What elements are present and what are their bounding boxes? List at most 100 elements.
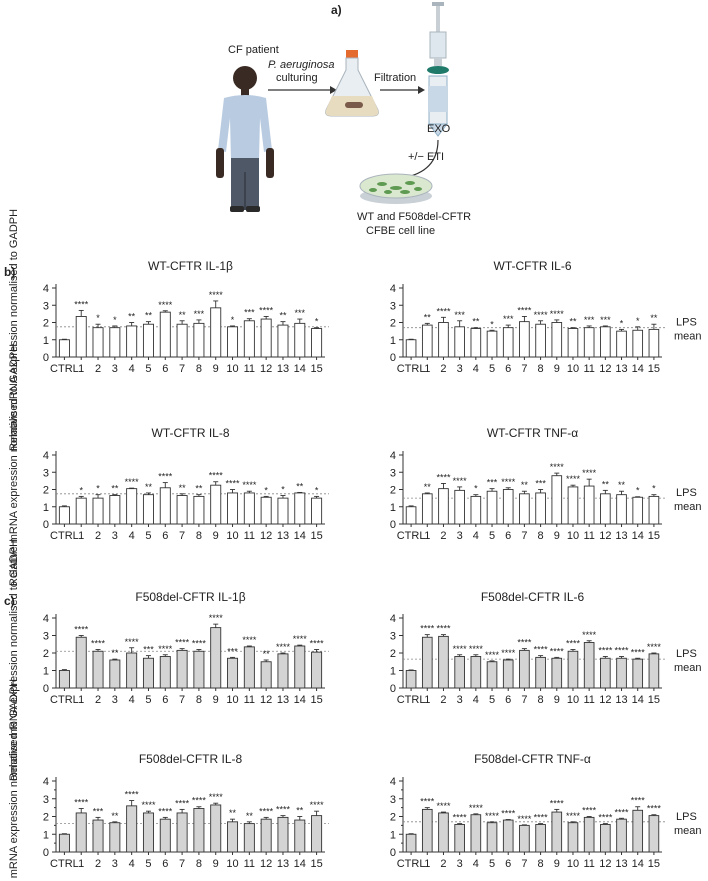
bar [142, 323, 154, 358]
bar [648, 328, 660, 358]
bar [567, 822, 579, 853]
significance-label: ** [650, 313, 658, 323]
x-tick-label: 6 [505, 694, 511, 706]
x-tick-label: CTRL [50, 858, 79, 870]
bar [454, 824, 465, 853]
chart-f508-tnfa: F508del-CFTR TNF-α01234LPSmeanCTRL****1*… [390, 752, 702, 870]
bar [277, 653, 289, 689]
significance-label: **** [91, 639, 106, 649]
x-tick-label: CTRL [397, 363, 426, 375]
x-tick-label: 3 [457, 363, 463, 375]
significance-label: **** [125, 790, 140, 800]
panel-label-b: b) [4, 265, 15, 279]
cells-label-line1: WT and F508del-CFTR [357, 211, 471, 223]
x-tick-label: 13 [615, 858, 627, 870]
x-tick-label: 9 [213, 530, 219, 542]
x-tick-label: 3 [112, 530, 118, 542]
x-tick-label: 6 [162, 530, 168, 542]
x-tick-label: 15 [310, 858, 322, 870]
x-tick-label: 14 [294, 694, 306, 706]
significance-label: *** [194, 309, 205, 319]
bar [277, 497, 289, 525]
x-tick-label: 8 [196, 858, 202, 870]
bar [58, 339, 70, 358]
y-tick-label: 4 [43, 450, 49, 462]
bar [210, 627, 222, 689]
significance-label: **** [469, 803, 484, 813]
bar [454, 489, 465, 525]
y-tick-label: 0 [43, 519, 49, 531]
filter-syringe-icon [427, 2, 449, 137]
bar [260, 661, 272, 689]
x-tick-label: 15 [310, 363, 322, 375]
x-tick-label: 13 [277, 858, 289, 870]
significance-label: **** [420, 797, 435, 807]
x-tick-label: 15 [310, 694, 322, 706]
x-tick-label: 2 [440, 530, 446, 542]
bar [616, 494, 627, 525]
significance-label: **** [209, 290, 224, 300]
significance-label: **** [158, 806, 173, 816]
bar [159, 311, 171, 358]
lps-mean-label: LPS [676, 811, 697, 823]
bar [551, 322, 563, 358]
x-tick-label: 10 [226, 363, 238, 375]
x-tick-label: 1 [424, 530, 430, 542]
x-tick-label: 12 [260, 858, 272, 870]
bar [470, 656, 482, 689]
bar [227, 492, 239, 525]
x-tick-label: 8 [196, 363, 202, 375]
significance-label: **** [631, 647, 646, 657]
bar [92, 327, 104, 358]
bar [551, 475, 563, 525]
bar [311, 497, 323, 525]
bar [243, 320, 255, 358]
patient-label: CF patient [228, 44, 279, 56]
bar [405, 833, 417, 853]
panel-label-a: a) [331, 3, 342, 17]
x-tick-label: 1 [78, 694, 84, 706]
patient-figure [216, 66, 274, 212]
significance-label: ** [472, 317, 480, 327]
significance-label: **** [192, 639, 207, 649]
significance-label: **** [615, 646, 630, 656]
x-tick-label: 11 [244, 530, 255, 542]
x-tick-label: 6 [162, 858, 168, 870]
significance-label: **** [453, 813, 468, 823]
significance-label: **** [226, 479, 241, 489]
x-tick-label: 5 [489, 858, 495, 870]
x-tick-label: 6 [505, 530, 511, 542]
significance-label: **** [485, 811, 500, 821]
x-tick-label: 7 [179, 363, 185, 375]
significance-label: **** [436, 472, 451, 482]
x-tick-label: 9 [554, 363, 560, 375]
bar [193, 495, 205, 525]
significance-label: **** [566, 811, 581, 821]
bar [405, 339, 417, 358]
significance-label: **** [453, 644, 468, 654]
x-tick-label: 9 [554, 858, 560, 870]
significance-label: **** [74, 798, 89, 808]
bar [109, 822, 121, 853]
bar [193, 322, 205, 358]
significance-label: **** [517, 814, 532, 824]
y-tick-label: 4 [43, 613, 49, 625]
significance-label: ** [111, 811, 119, 821]
bar [502, 819, 514, 853]
bar [421, 636, 433, 689]
chart-wt-tnfa: WT-CFTR TNF-α01234LPSmeanCTRL**1****2***… [390, 426, 702, 542]
x-tick-label: 14 [294, 530, 306, 542]
x-tick-label: CTRL [397, 858, 426, 870]
bar [193, 808, 205, 853]
x-tick-label: 10 [226, 530, 238, 542]
bar [600, 824, 611, 853]
x-tick-label: 5 [489, 530, 495, 542]
y-tick-label: 2 [43, 485, 49, 497]
bar [405, 670, 417, 689]
x-tick-label: 8 [538, 858, 544, 870]
x-tick-label: 7 [521, 530, 527, 542]
significance-label: **** [209, 471, 224, 481]
bar [176, 495, 188, 525]
bar [438, 322, 449, 358]
